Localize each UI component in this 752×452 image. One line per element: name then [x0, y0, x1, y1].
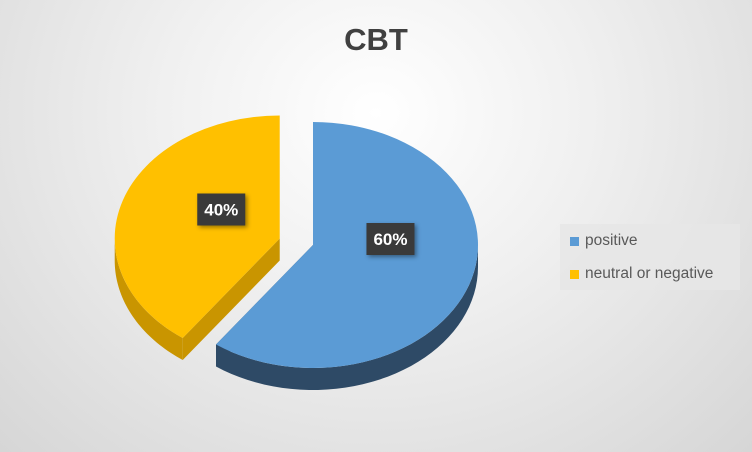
- legend: positive neutral or negative: [560, 224, 740, 290]
- legend-item-neutral-or-negative: neutral or negative: [570, 265, 713, 283]
- slice-positive[interactable]: [216, 122, 478, 368]
- legend-label: positive: [585, 232, 638, 249]
- slice-side-face: [182, 238, 280, 361]
- slice-neutral-or-negative[interactable]: [114, 115, 280, 339]
- legend-label: neutral or negative: [585, 265, 714, 282]
- slice-outer-side: [216, 245, 478, 390]
- data-label-box: [197, 193, 246, 226]
- chart-title: CBT: [344, 22, 408, 57]
- data-label: 40%: [204, 201, 238, 220]
- data-label: 60%: [373, 230, 407, 249]
- legend-item-positive: positive: [570, 232, 638, 250]
- legend-swatch: [570, 236, 579, 246]
- slice-outer-side: [114, 238, 183, 361]
- data-label-box: [366, 223, 415, 256]
- legend-swatch: [570, 269, 579, 279]
